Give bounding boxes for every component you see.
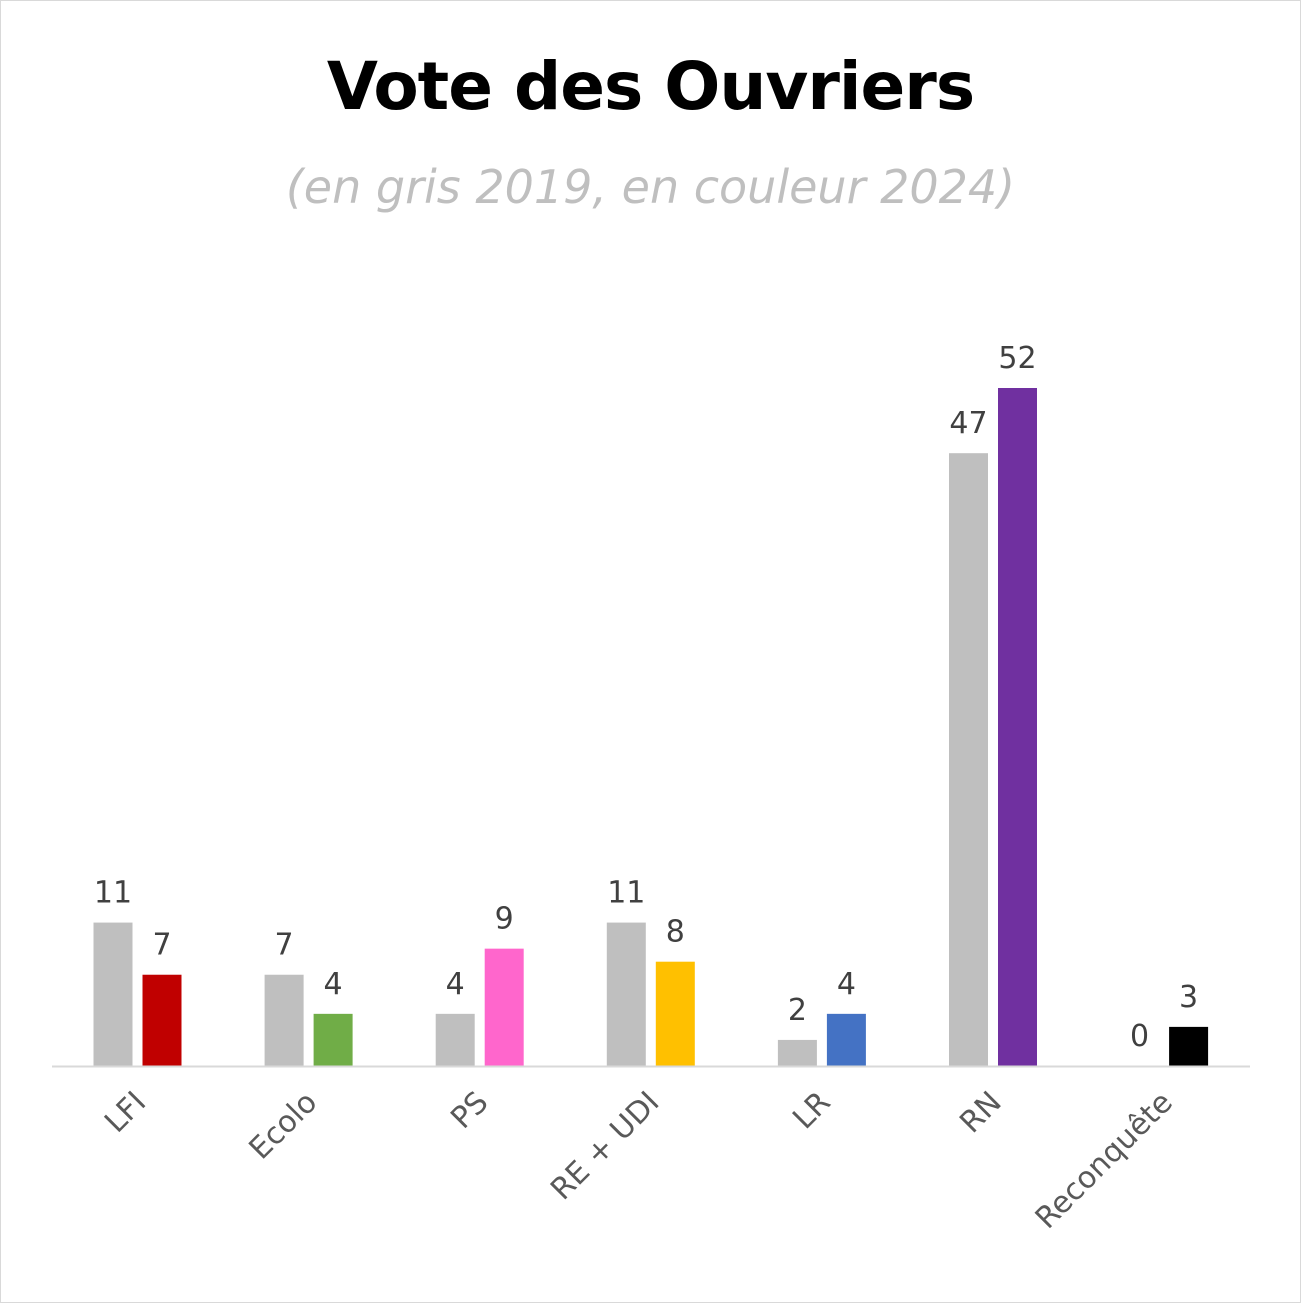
bar-2019-2 <box>435 1013 475 1066</box>
data-label-2019-5: 47 <box>949 406 987 441</box>
bar-2024-3 <box>655 961 695 1066</box>
data-label-2024-1: 4 <box>324 967 343 1002</box>
data-label-2024-5: 52 <box>998 341 1036 376</box>
data-label-2024-2: 9 <box>495 902 514 937</box>
category-label-4: LR <box>786 1085 837 1136</box>
category-label-1: Ecolo <box>243 1085 325 1167</box>
bar-2019-1 <box>264 974 304 1066</box>
bar-2024-2 <box>484 948 524 1066</box>
bar-2024-4 <box>826 1013 866 1066</box>
data-label-2024-3: 8 <box>666 915 685 950</box>
data-label-2024-4: 4 <box>837 967 856 1002</box>
category-label-2: PS <box>444 1085 495 1136</box>
bar-2024-0 <box>142 974 182 1066</box>
chart-subtitle: (en gris 2019, en couleur 2024) <box>285 160 1016 214</box>
category-label-3: RE + UDI <box>544 1085 666 1207</box>
bar-2024-1 <box>313 1013 353 1066</box>
data-label-2019-6: 0 <box>1130 1019 1149 1054</box>
data-label-2019-2: 4 <box>446 967 465 1002</box>
data-label-2019-4: 2 <box>788 993 807 1028</box>
data-label-2019-0: 11 <box>94 876 132 911</box>
chart-title: Vote des Ouvriers <box>326 48 975 125</box>
bar-2019-0 <box>93 922 133 1066</box>
category-label-0: LFI <box>98 1085 153 1140</box>
data-label-2024-6: 3 <box>1179 980 1198 1015</box>
bar-2019-5 <box>949 453 988 1066</box>
data-label-2019-3: 11 <box>607 876 645 911</box>
data-label-2019-1: 7 <box>275 928 294 963</box>
data-label-2024-0: 7 <box>152 928 171 963</box>
bar-2024-6 <box>1169 1026 1209 1066</box>
bar-2024-5 <box>998 388 1037 1066</box>
category-label-6: Reconquête <box>1029 1085 1180 1236</box>
bar-2019-4 <box>777 1039 817 1066</box>
category-label-5: RN <box>953 1085 1008 1140</box>
bar-2019-3 <box>606 922 646 1066</box>
